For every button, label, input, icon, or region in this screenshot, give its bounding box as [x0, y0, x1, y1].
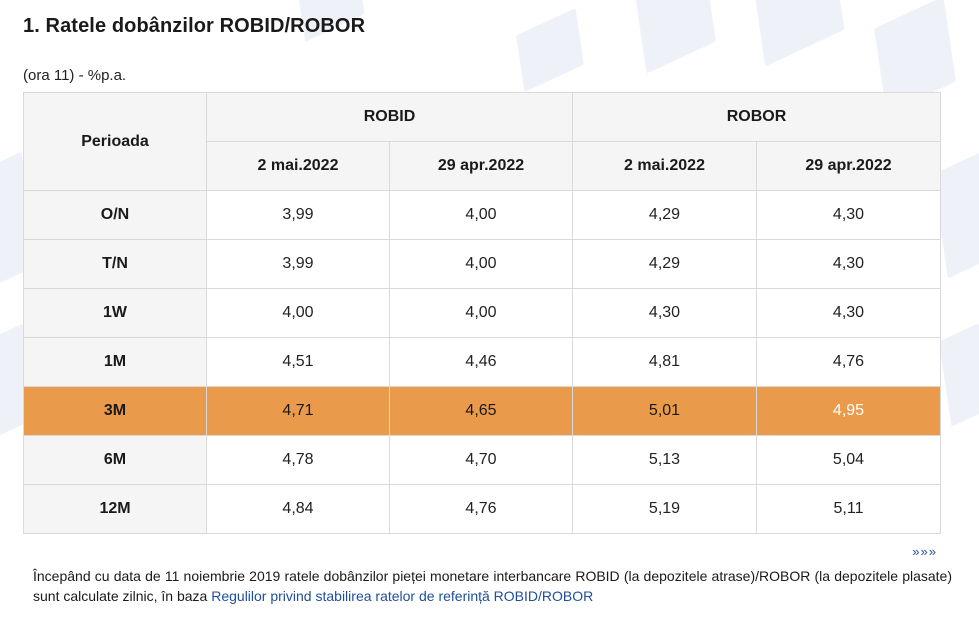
rate-cell: 4,84 — [206, 484, 390, 534]
period-cell: O/N — [23, 190, 207, 240]
robid-header: ROBID — [206, 92, 573, 142]
rate-cell: 4,76 — [756, 337, 941, 387]
rate-cell: 3,99 — [206, 239, 390, 289]
rate-cell: 4,65 — [389, 386, 573, 436]
rate-cell: 4,76 — [389, 484, 573, 534]
table-row: T/N 3,99 4,00 4,29 4,30 — [23, 239, 941, 289]
robor-date-current: 2 mai.2022 — [572, 141, 757, 191]
units-subtitle: (ora 11) - %p.a. — [23, 67, 127, 84]
date-header-row: 2 mai.2022 29 apr.2022 2 mai.2022 29 apr… — [24, 141, 941, 191]
robid-date-previous: 29 apr.2022 — [389, 141, 573, 191]
rate-cell: 5,04 — [756, 435, 941, 485]
page-title: 1. Ratele dobânzilor ROBID/ROBOR — [23, 15, 366, 37]
rate-cell: 4,30 — [756, 190, 941, 240]
rates-table: Perioada ROBID ROBOR 2 mai.2022 29 apr.2… — [23, 92, 941, 534]
table-row: 6M 4,78 4,70 5,13 5,04 — [23, 435, 941, 485]
rate-cell: 4,30 — [572, 288, 757, 338]
rate-cell: 4,70 — [389, 435, 573, 485]
robid-date-current: 2 mai.2022 — [206, 141, 390, 191]
robor-header: ROBOR — [572, 92, 941, 142]
rate-cell: 4,30 — [756, 239, 941, 289]
rate-cell: 4,78 — [206, 435, 390, 485]
rate-cell: 4,95 — [756, 386, 941, 436]
table-row: 1M 4,51 4,46 4,81 4,76 — [23, 337, 941, 387]
period-cell: 1W — [23, 288, 207, 338]
period-cell: T/N — [23, 239, 207, 289]
rate-cell: 5,13 — [572, 435, 757, 485]
methodology-note: Începând cu data de 11 noiembrie 2019 ra… — [33, 566, 952, 606]
table-row: O/N 3,99 4,00 4,29 4,30 — [23, 190, 941, 240]
period-cell: 12M — [23, 484, 207, 534]
rate-cell: 4,30 — [756, 288, 941, 338]
period-cell: 6M — [23, 435, 207, 485]
rate-cell: 5,11 — [756, 484, 941, 534]
table-row: 12M 4,84 4,76 5,19 5,11 — [23, 484, 941, 534]
rate-cell: 4,71 — [206, 386, 390, 436]
rate-cell: 4,00 — [389, 288, 573, 338]
more-link[interactable]: »»» — [912, 544, 937, 559]
rate-cell: 4,29 — [572, 190, 757, 240]
rate-cell: 4,81 — [572, 337, 757, 387]
rate-cell: 4,46 — [389, 337, 573, 387]
footnote-text: Începând cu data de 11 noiembrie 2019 ra… — [33, 568, 952, 604]
robor-date-previous: 29 apr.2022 — [756, 141, 941, 191]
period-cell: 1M — [23, 337, 207, 387]
period-header: Perioada — [23, 92, 207, 191]
rate-cell: 4,00 — [206, 288, 390, 338]
rate-cell: 5,01 — [572, 386, 757, 436]
rate-cell: 4,00 — [389, 190, 573, 240]
rate-cell: 4,00 — [389, 239, 573, 289]
reference-rules-link[interactable]: Regulilor privind stabilirea ratelor de … — [211, 588, 594, 604]
rate-cell: 4,29 — [572, 239, 757, 289]
rate-cell: 5,19 — [572, 484, 757, 534]
period-cell: 3M — [23, 386, 207, 436]
table-row: 1W 4,00 4,00 4,30 4,30 — [23, 288, 941, 338]
rate-cell: 3,99 — [206, 190, 390, 240]
table-row-highlighted: 3M 4,71 4,65 5,01 4,95 — [23, 386, 941, 436]
group-header-row: Perioada ROBID ROBOR — [23, 92, 941, 191]
rate-cell: 4,51 — [206, 337, 390, 387]
